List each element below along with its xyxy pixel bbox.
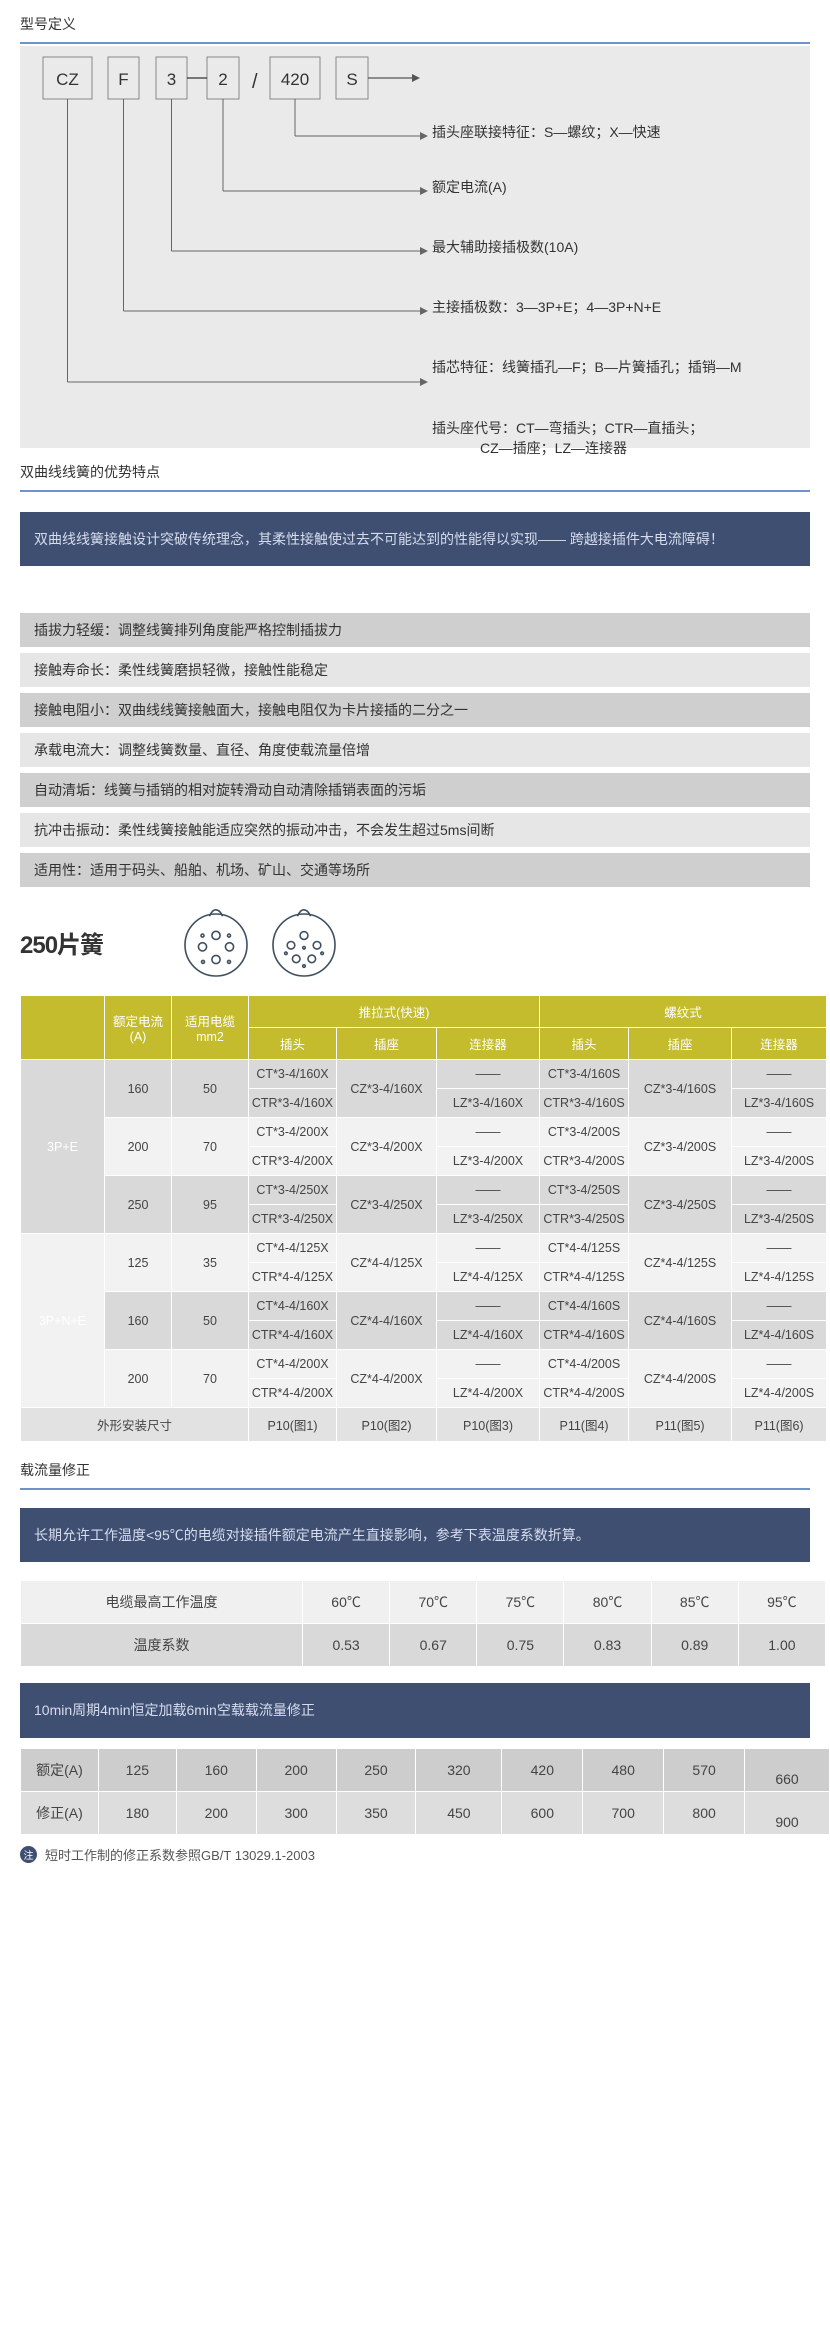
svg-text:3: 3 xyxy=(167,70,176,89)
svg-text:CZ: CZ xyxy=(56,70,79,89)
svg-text:S: S xyxy=(346,70,357,89)
svg-text:2: 2 xyxy=(218,70,227,89)
svg-text:/: / xyxy=(252,71,258,93)
svg-text:420: 420 xyxy=(281,70,309,89)
svg-text:F: F xyxy=(118,70,128,89)
